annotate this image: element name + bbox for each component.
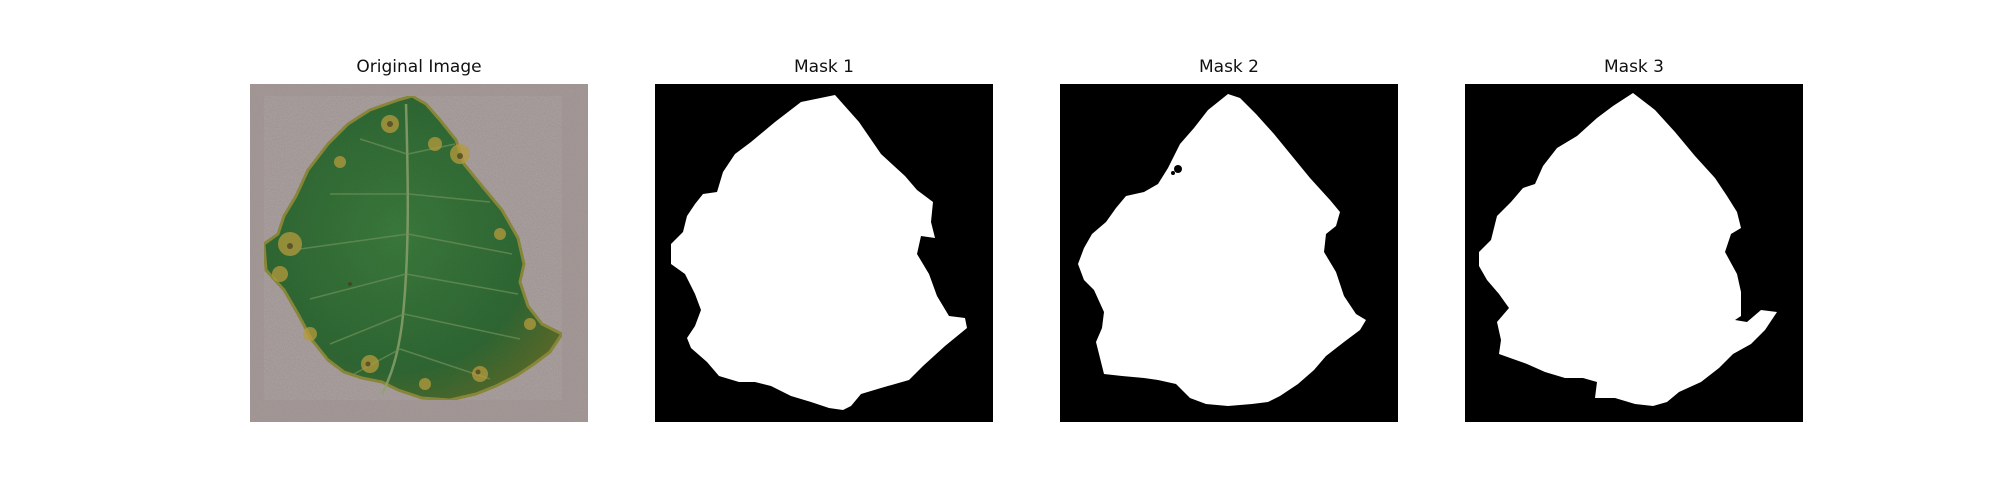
mask-artifact	[1171, 171, 1175, 175]
panel-title: Mask 2	[1198, 57, 1259, 77]
panel-mask-2: Mask 2	[1060, 55, 1398, 426]
panel-mask-3: Mask 3	[1465, 55, 1803, 426]
panel-original-image: Original Image	[250, 55, 588, 426]
mask-1-image	[655, 84, 993, 422]
original-leaf-image	[250, 84, 588, 422]
mask-3-image	[1465, 84, 1803, 422]
mask-2-image	[1060, 84, 1398, 422]
panel-mask-1: Mask 1	[655, 55, 993, 426]
panel-title: Mask 1	[793, 57, 854, 77]
leaf-blade	[262, 94, 565, 402]
panel-title: Original Image	[356, 57, 482, 77]
leaf-midrib	[380, 103, 410, 395]
panel-title: Mask 3	[1603, 57, 1664, 77]
mask-region	[671, 95, 967, 410]
mask-region	[1479, 93, 1777, 406]
mask-region	[1078, 94, 1366, 406]
mask-artifact	[1174, 165, 1182, 173]
leaf-dark-spots	[287, 121, 481, 375]
